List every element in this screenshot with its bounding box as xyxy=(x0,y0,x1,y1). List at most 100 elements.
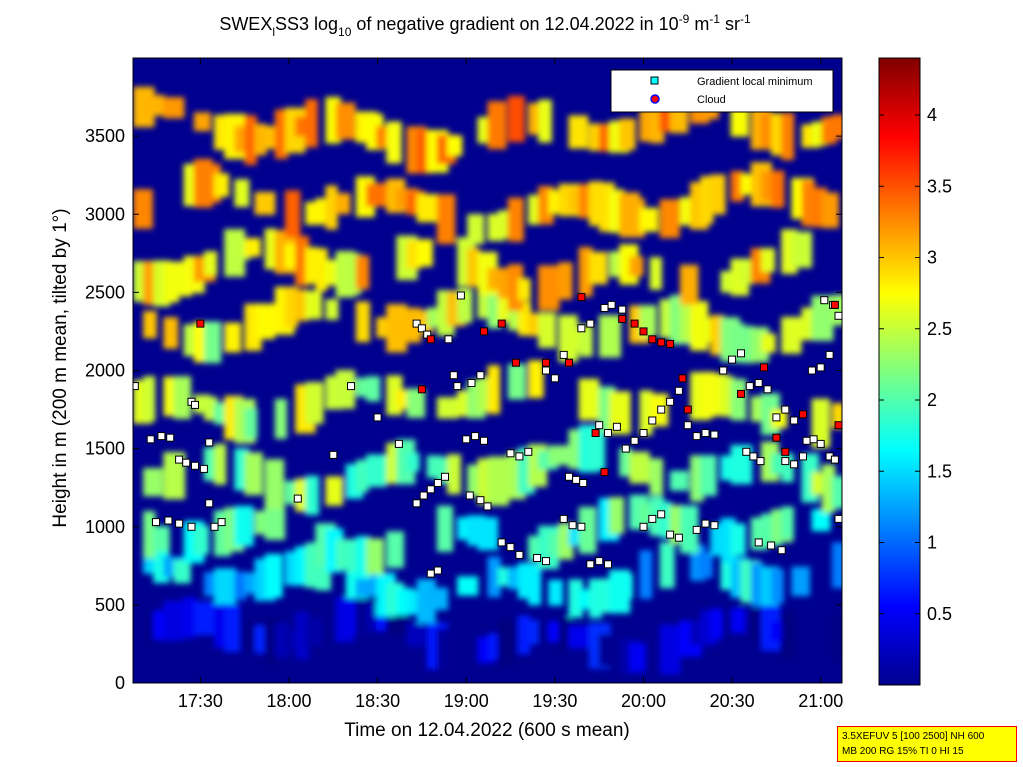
gradient-minimum-marker xyxy=(210,522,219,531)
gradient-minimum-marker xyxy=(293,494,302,503)
y-axis-label: Height in m (200 m mean, tilted by 1°) xyxy=(50,208,71,527)
heatmap-cell xyxy=(507,95,525,142)
heatmap-cell xyxy=(234,179,250,207)
y-tick-label: 3500 xyxy=(85,126,125,146)
gradient-minimum-marker xyxy=(604,429,612,437)
heatmap-cell xyxy=(781,506,794,538)
heatmap-cell xyxy=(366,376,381,402)
heatmap-cell xyxy=(517,278,531,301)
gradient-minimum-marker xyxy=(666,397,675,406)
gradient-minimum-marker xyxy=(347,382,355,391)
heatmap-cell xyxy=(821,192,839,229)
heatmap-cell xyxy=(203,251,218,276)
legend-square-marker xyxy=(650,76,659,85)
legend-label-gradient-minimum: Gradient local minimum xyxy=(697,76,813,88)
heatmap-cell xyxy=(416,239,433,267)
gradient-minimum-marker xyxy=(542,557,550,566)
gradient-minimum-marker xyxy=(586,319,595,328)
gradient-minimum-marker xyxy=(781,405,790,414)
gradient-minimum-marker xyxy=(701,429,710,437)
heatmap-cell xyxy=(457,576,479,596)
colorbar-axis: 0.5 1 1.5 2 2.5 3 3.5 4 xyxy=(879,105,952,624)
gradient-minimum-marker xyxy=(433,479,442,487)
gradient-minimum-marker xyxy=(790,460,799,469)
heatmap-cell xyxy=(700,455,717,496)
heatmap-cell xyxy=(659,199,680,238)
gradient-minimum-marker xyxy=(217,518,226,527)
heatmap-cell xyxy=(831,476,842,509)
heatmap-cell xyxy=(487,101,507,150)
heatmap-cell xyxy=(831,542,842,589)
heatmap-cell xyxy=(467,248,481,287)
y-axis: 0 500 1000 1500 2000 2500 3000 3500 xyxy=(85,126,842,693)
cloud-marker xyxy=(600,468,609,477)
heatmap-cell xyxy=(406,623,425,647)
cloud-marker xyxy=(618,314,627,323)
gradient-minimum-marker xyxy=(329,450,338,459)
gradient-minimum-marker xyxy=(476,496,485,505)
gradient-minimum-marker xyxy=(515,550,524,559)
y-tick-label: 1000 xyxy=(85,517,125,537)
gradient-minimum-marker xyxy=(600,304,609,312)
heatmap-cell xyxy=(750,562,764,607)
gradient-minimum-marker xyxy=(205,438,214,447)
heatmap-cell xyxy=(244,408,258,439)
gradient-minimum-marker xyxy=(182,458,191,467)
gradient-minimum-marker xyxy=(607,300,616,309)
heatmap-cell xyxy=(396,439,416,485)
heatmap-cell xyxy=(163,317,179,349)
heatmap-cell xyxy=(548,579,563,606)
heatmap-cell xyxy=(568,625,590,649)
heatmap-cell xyxy=(538,312,556,348)
heatmap-cell xyxy=(386,304,407,353)
cloud-marker xyxy=(639,327,648,336)
gradient-minimum-marker xyxy=(674,533,683,542)
parameter-line-2: MB 200 RG 15% TI 0 HI 15 xyxy=(842,746,964,757)
heatmap-cell xyxy=(629,256,644,277)
heatmap-cell xyxy=(355,459,369,493)
heatmap-cell xyxy=(568,115,589,149)
heatmap-cell xyxy=(457,517,470,540)
gradient-minimum-marker xyxy=(745,382,754,391)
cloud-marker xyxy=(683,405,692,414)
cloud-marker xyxy=(834,421,842,430)
cloud-marker xyxy=(678,374,687,383)
heatmap-cell xyxy=(284,190,301,238)
heatmap-cell xyxy=(639,207,659,232)
heatmap-cell xyxy=(284,286,298,328)
heatmap-cell xyxy=(193,601,215,635)
gradient-minimum-marker xyxy=(692,525,701,534)
heatmap-cell xyxy=(578,378,600,421)
heatmap-cell xyxy=(254,123,267,156)
heatmap-cell xyxy=(447,135,463,157)
heatmap-cell xyxy=(730,378,747,421)
gradient-minimum-marker xyxy=(728,355,737,364)
gradient-minimum-marker xyxy=(471,432,480,441)
gradient-minimum-marker xyxy=(568,521,577,530)
heatmap-cell xyxy=(467,214,485,245)
heatmap-cell xyxy=(588,251,608,285)
heatmap-cell xyxy=(447,454,461,495)
heatmap-cell xyxy=(619,447,632,477)
heatmap-cell xyxy=(771,568,784,603)
gradient-minimum-marker xyxy=(467,379,476,387)
heatmap-cell xyxy=(214,443,227,485)
heatmap-cell xyxy=(224,322,242,353)
cloud-marker xyxy=(799,410,807,419)
heatmap-cell xyxy=(163,97,185,119)
gradient-minimum-marker xyxy=(419,491,428,500)
heatmap-cell xyxy=(143,95,165,116)
parameter-line-1: 3.5XEFUV 5 [100 2500] NH 600 xyxy=(842,731,985,742)
heatmap-cell xyxy=(305,290,322,320)
gradient-minimum-marker xyxy=(175,455,184,464)
gradient-minimum-marker xyxy=(524,447,533,456)
heatmap-cell xyxy=(781,316,802,354)
gradient-minimum-marker xyxy=(666,530,675,539)
heatmap-cell xyxy=(386,612,409,636)
gradient-minimum-marker xyxy=(133,382,139,391)
heatmap-cell xyxy=(649,458,664,495)
gradient-minimum-marker xyxy=(480,436,488,445)
y-tick-label: 0 xyxy=(115,673,125,693)
gradient-minimum-marker xyxy=(604,560,612,569)
heatmap-cell xyxy=(224,604,241,652)
